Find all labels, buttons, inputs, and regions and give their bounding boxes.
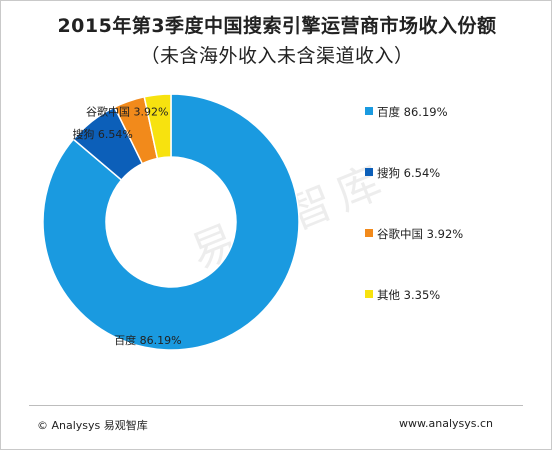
footer-divider	[29, 405, 523, 406]
data-label-2: 搜狗 6.54%	[72, 127, 132, 141]
chart-title: 2015年第3季度中国搜索引擎运营商市场收入份额	[57, 15, 497, 37]
data-label-1: 百度 86.19%	[114, 333, 181, 347]
slice-labels: 百度 86.19% 谷歌中国 3.92% 搜狗 6.54%	[72, 105, 181, 347]
legend-swatch-2	[365, 168, 373, 176]
slice-1	[42, 93, 300, 351]
legend-label-3: 谷歌中国 3.92%	[377, 227, 463, 241]
donut-slices	[42, 93, 300, 351]
slice-4	[143, 93, 172, 160]
chart-subtitle: （未含海外收入未含渠道收入）	[140, 45, 414, 67]
data-label-3: 谷歌中国 3.92%	[86, 105, 168, 119]
legend-swatch-3	[365, 229, 373, 237]
legend-label-4: 其他 3.35%	[377, 288, 440, 302]
legend-swatch-1	[365, 107, 373, 115]
footer-copyright: © Analysys 易观智库	[37, 419, 148, 432]
legend-swatch-4	[365, 290, 373, 298]
footer-website: www.analysys.cn	[399, 417, 493, 430]
legend-label-2: 搜狗 6.54%	[377, 166, 440, 180]
legend-label-1: 百度 86.19%	[377, 105, 448, 119]
legend: 百度 86.19% 搜狗 6.54% 谷歌中国 3.92% 其他 3.35%	[365, 105, 463, 302]
